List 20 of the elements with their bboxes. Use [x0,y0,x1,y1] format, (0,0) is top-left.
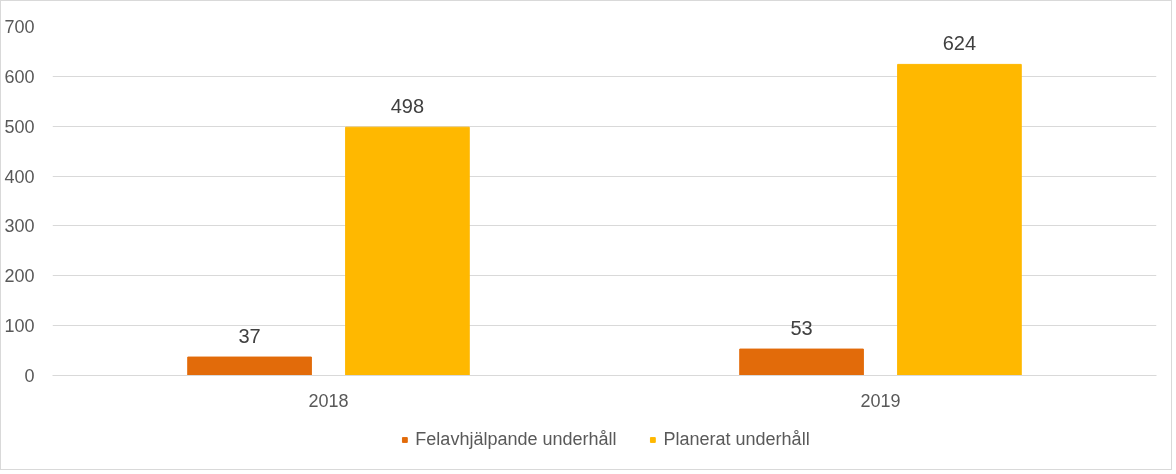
data-label: 37 [238,325,261,348]
y-tick-label: 500 [4,116,35,137]
legend-label: Planerat underhåll [663,428,810,450]
y-tick-label: 300 [4,216,35,237]
y-tick-label: 200 [4,266,35,287]
data-label: 498 [390,95,425,118]
y-tick-label: 700 [4,17,35,37]
legend-label: Felavhjälpande underhåll [415,428,617,450]
data-label: 624 [942,32,977,55]
y-tick-label: 600 [4,66,35,87]
x-tick-label: 2018 [308,390,349,411]
y-tick-label: 100 [4,316,35,337]
data-label: 53 [790,317,813,340]
bar [187,356,312,376]
y-tick-label: 0 [24,366,35,386]
x-tick-label: 2019 [860,390,901,411]
bar [897,63,1022,376]
y-tick-label: 400 [4,166,35,187]
bar [739,348,864,376]
bar [345,126,470,376]
